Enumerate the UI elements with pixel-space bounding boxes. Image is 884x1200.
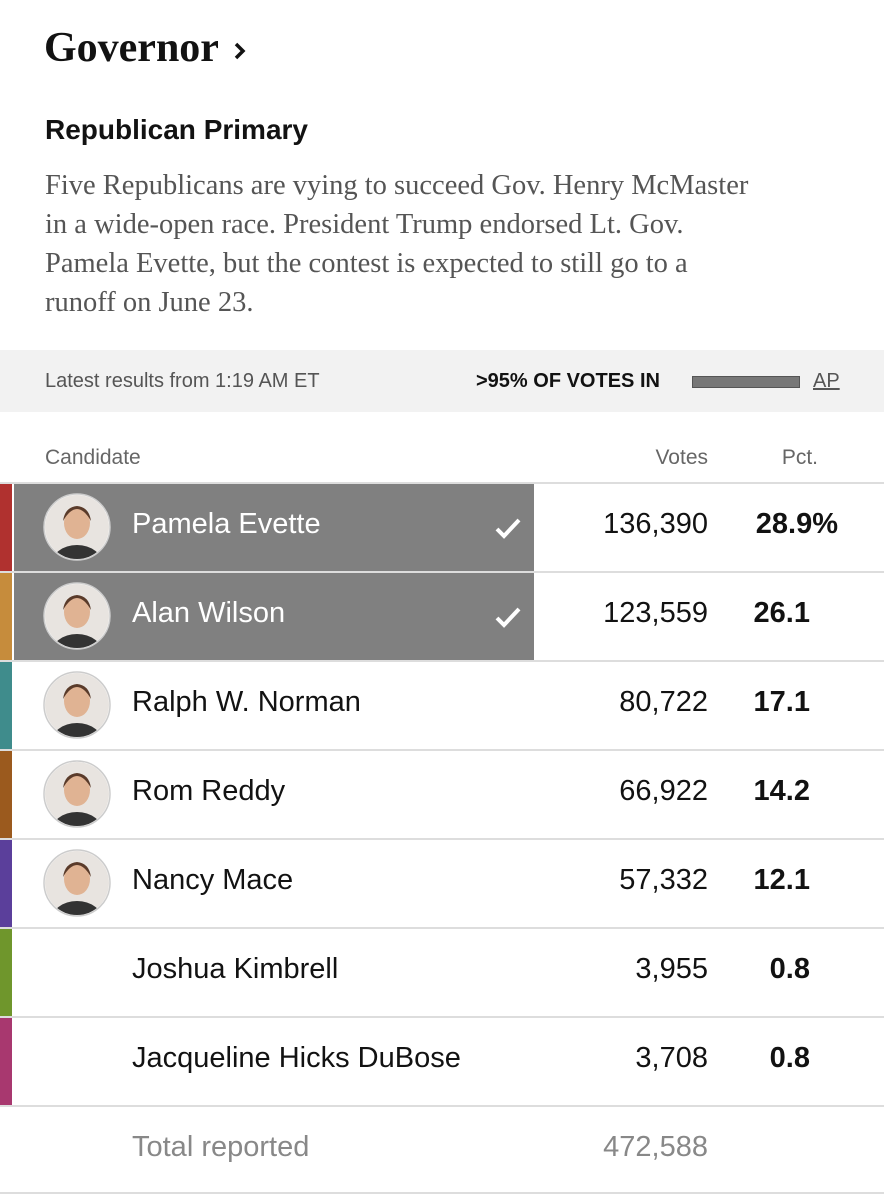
advanced-check <box>495 607 521 628</box>
candidate-row: Ralph W. Norman 80,722 17.1 <box>0 660 884 749</box>
candidate-row: Pamela Evette 136,390 28.9% <box>0 482 884 571</box>
candidate-photo <box>43 582 111 650</box>
candidate-photo <box>43 671 111 739</box>
candidate-name: Ralph W. Norman <box>132 686 361 718</box>
party-color-stripe <box>0 662 12 749</box>
column-header: Votes <box>655 446 708 469</box>
vote-count: 57,332 <box>619 864 708 896</box>
subtitle: Republican Primary <box>45 114 308 145</box>
candidate-row: Joshua Kimbrell 3,955 0.8 <box>0 927 884 1016</box>
vote-percent: 12.1 <box>753 864 810 896</box>
source-link[interactable]: AP <box>813 370 840 392</box>
description: Five Republicans are vying to succeed Go… <box>45 170 749 318</box>
vote-count: 3,708 <box>635 1042 708 1074</box>
party-color-stripe <box>0 840 12 927</box>
reporting-bar <box>692 376 800 388</box>
candidate-name: Alan Wilson <box>132 597 286 629</box>
race-title[interactable]: Governor <box>44 25 219 71</box>
candidate-name: Nancy Mace <box>132 864 294 896</box>
advanced-check <box>495 518 521 539</box>
vote-percent: 0.8 <box>769 1042 810 1074</box>
total-row: Total reported 472,588 <box>0 1105 884 1194</box>
party-color-stripe <box>0 929 12 1016</box>
vote-count: 136,390 <box>603 508 708 540</box>
vote-percent: 14.2 <box>753 775 810 807</box>
reporting-label: >95% OF VOTES IN <box>476 370 660 392</box>
vote-percent: 28.9% <box>755 508 838 540</box>
candidate-name: Pamela Evette <box>132 508 321 540</box>
column-header: Candidate <box>45 446 141 469</box>
vote-count: 66,922 <box>619 775 708 807</box>
candidate-name: Rom Reddy <box>132 775 286 807</box>
vote-count: 123,559 <box>603 597 708 629</box>
candidate-row: Jacqueline Hicks DuBose 3,708 0.8 <box>0 1016 884 1105</box>
candidate-row: Rom Reddy 66,922 14.2 <box>0 749 884 838</box>
candidate-name: Joshua Kimbrell <box>132 953 339 985</box>
candidate-name: Jacqueline Hicks DuBose <box>132 1042 461 1074</box>
vote-count: 3,955 <box>635 953 708 985</box>
total-label: Total reported <box>132 1131 310 1163</box>
candidate-row: Nancy Mace 57,332 12.1 <box>0 838 884 927</box>
vote-percent: 0.8 <box>769 953 810 985</box>
chevron-icon[interactable] <box>232 40 248 62</box>
vote-percent: 26.1 <box>753 597 810 629</box>
candidate-photo <box>43 760 111 828</box>
total-votes: 472,588 <box>603 1131 708 1163</box>
column-header: Pct. <box>781 446 818 469</box>
candidate-photo <box>43 493 111 561</box>
party-color-stripe <box>0 484 12 571</box>
updated-time: Latest results from 1:19 AM ET <box>45 370 320 392</box>
party-color-stripe <box>0 751 12 838</box>
party-color-stripe <box>0 1018 12 1105</box>
candidate-row: Alan Wilson 123,559 26.1 <box>0 571 884 660</box>
candidate-photo <box>43 849 111 917</box>
party-color-stripe <box>0 573 12 660</box>
vote-count: 80,722 <box>619 686 708 718</box>
vote-percent: 17.1 <box>753 686 810 718</box>
